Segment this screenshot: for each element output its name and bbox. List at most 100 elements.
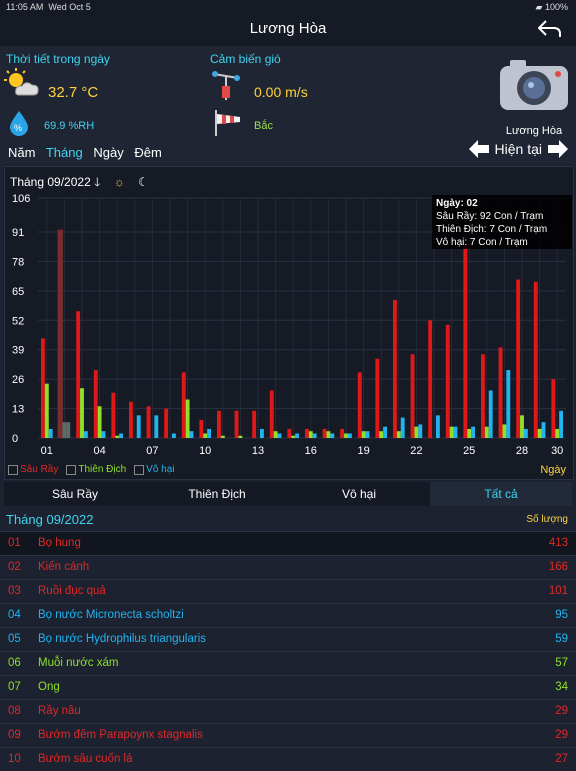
bar [551, 379, 556, 438]
bar [414, 426, 419, 438]
list-item-count: 166 [548, 561, 568, 573]
bar [305, 428, 309, 438]
bar [203, 433, 208, 438]
x-tick-label: 10 [199, 445, 211, 457]
list-item-count: 29 [555, 705, 568, 717]
y-tick-label: 91 [12, 227, 24, 239]
legend-checkbox-icon [66, 464, 77, 475]
now-label: Hiện tại [494, 141, 542, 157]
period-night[interactable]: Đêm [134, 145, 162, 160]
highlight-bar [57, 229, 63, 438]
x-tick-label: 07 [146, 445, 158, 457]
legend-pests[interactable]: Sâu Rầy [8, 464, 58, 475]
list-item[interactable]: 02 Kiến cánh 166 [0, 555, 576, 579]
list-item[interactable]: 03 Ruồi đục quả 101 [0, 579, 576, 603]
list-item[interactable]: 04 Bọ nước Micronecta scholtzi 95 [0, 603, 576, 627]
legend-predators[interactable]: Thiên Địch [66, 464, 126, 475]
period-month[interactable]: Tháng [45, 145, 83, 160]
y-tick-label: 52 [12, 315, 24, 327]
bar [269, 390, 274, 438]
list-item[interactable]: 06 Muỗi nước xám 57 [0, 651, 576, 675]
bar [330, 433, 335, 438]
legend-harmless[interactable]: Vô hại [134, 464, 175, 475]
bar [277, 433, 282, 438]
list-item-name: Bọ hung [38, 537, 81, 549]
moon-icon[interactable]: ☾ [138, 175, 149, 189]
bar [66, 422, 71, 438]
bar [259, 428, 264, 438]
tooltip-title: Ngày: 02 [436, 198, 478, 209]
x-tick-label: 30 [551, 445, 563, 457]
bar [111, 392, 116, 438]
period-day[interactable]: Ngày [93, 145, 124, 160]
list-item-count: 101 [548, 585, 568, 597]
wind-direction-value: Bắc [254, 120, 273, 132]
tab-pests[interactable]: Sâu Rầy [51, 487, 99, 501]
y-tick-label: 106 [12, 193, 30, 205]
time-navigator: Hiện tại [468, 140, 568, 158]
bar [393, 299, 397, 438]
bar [523, 428, 528, 438]
bar [83, 431, 88, 438]
bar [238, 435, 243, 438]
list-item-index: 05 [8, 633, 21, 645]
bar [347, 433, 352, 438]
x-tick-label: 13 [252, 445, 264, 457]
list-item-index: 03 [8, 585, 21, 597]
humidity-icon: % [10, 111, 28, 136]
nav-bar: Lương Hòa [0, 14, 576, 46]
bar [41, 338, 45, 438]
list-item[interactable]: 05 Bọ nước Hydrophilus triangularis 59 [0, 627, 576, 651]
camera-icon[interactable] [498, 58, 570, 112]
bar [516, 279, 521, 438]
svg-text:%: % [14, 123, 22, 133]
list-item-name: Ruồi đục quả [38, 585, 106, 597]
list-item-name: Bọ nước Micronecta scholtzi [38, 609, 184, 621]
bar [62, 422, 67, 438]
page-title: Lương Hòa [249, 20, 327, 37]
tab-harmless[interactable]: Vô hại [341, 487, 377, 501]
list-item-name: Bọ nước Hydrophilus triangularis [38, 633, 207, 645]
bar [273, 431, 278, 438]
y-tick-label: 0 [12, 433, 18, 445]
arrow-left-icon[interactable] [468, 140, 489, 158]
bar [502, 424, 507, 438]
bar [357, 372, 362, 438]
list-item-name: Bướm sâu cuốn lá [38, 753, 133, 765]
chart-month-selector[interactable]: Tháng 09/2022 🡓 ☼ ☾ [10, 175, 149, 189]
list-item-name: Bướm đêm Parapoynx stagnalis [38, 729, 203, 741]
list-item[interactable]: 01 Bọ hung 413 [0, 531, 576, 555]
tab-all[interactable]: Tất cả [430, 482, 572, 506]
x-tick-label: 28 [516, 445, 528, 457]
x-tick-label: 19 [357, 445, 369, 457]
list-item[interactable]: 07 Ong 34 [0, 675, 576, 699]
list-item-index: 04 [8, 609, 21, 621]
bar [291, 435, 296, 438]
back-arrow-icon[interactable] [536, 18, 562, 40]
anemometer-icon [212, 71, 240, 100]
x-tick-label: 25 [463, 445, 475, 457]
list-item[interactable]: 10 Bướm sâu cuốn lá 27 [0, 747, 576, 771]
bar [537, 428, 542, 438]
list-item[interactable]: 09 Bướm đêm Parapoynx stagnalis 29 [0, 723, 576, 747]
list-month: Tháng 09/2022 [6, 512, 94, 527]
bar [119, 433, 124, 438]
bar [76, 311, 81, 438]
list-item-index: 07 [8, 681, 21, 693]
bar [506, 370, 511, 438]
bar [361, 431, 366, 438]
tab-predators[interactable]: Thiên Địch [188, 487, 246, 501]
list-item[interactable]: 08 Rầy nâu 29 [0, 699, 576, 723]
bar [541, 422, 546, 438]
day-weather-label: Thời tiết trong ngày [6, 52, 110, 66]
list-item-name: Ong [38, 681, 60, 693]
list-item-index: 01 [8, 537, 21, 549]
sun-icon[interactable]: ☼ [113, 175, 125, 189]
wind-speed-value: 0.00 m/s [254, 84, 308, 100]
legend-checkbox-icon [134, 464, 145, 475]
period-selector: Năm Tháng Ngày Đêm [8, 145, 169, 160]
bar [146, 406, 151, 438]
arrow-right-icon[interactable] [548, 140, 568, 158]
period-year[interactable]: Năm [8, 145, 36, 160]
